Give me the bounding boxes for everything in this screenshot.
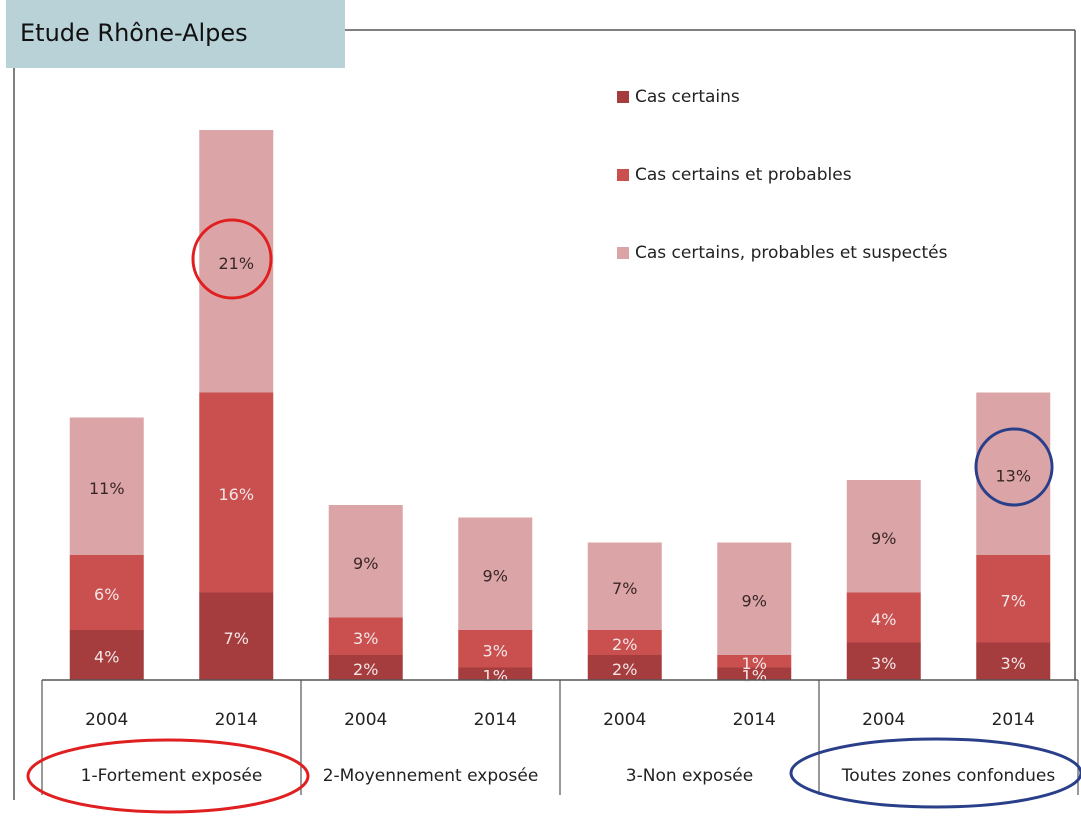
bar-segment xyxy=(69,417,144,555)
legend-swatch xyxy=(617,91,629,103)
group-label: 2-Moyennement exposée xyxy=(323,766,539,786)
data-label: 9% xyxy=(871,529,896,548)
data-label: 4% xyxy=(871,610,896,629)
highlight-circle xyxy=(191,218,273,300)
data-label: 2% xyxy=(353,660,378,679)
data-label: 3% xyxy=(483,641,508,660)
data-label: 9% xyxy=(483,566,508,585)
data-label: 2% xyxy=(612,635,637,654)
x-tick-label: 2014 xyxy=(992,710,1035,730)
category-table: 2004 2014 2004 2014 2004 2014 2004 2014 1-Fortem… xyxy=(41,679,1079,795)
bar-segment xyxy=(976,642,1051,680)
highlight-ellipse xyxy=(26,738,310,814)
bar-segment xyxy=(199,392,274,593)
bar-segment xyxy=(846,480,921,593)
bars: 4%6%11%7%16%21%2%3%9%1%3%9%2%2%7%1%1%9%3… xyxy=(69,130,1051,685)
bar-segment xyxy=(69,630,144,680)
data-label: 3% xyxy=(353,629,378,648)
bar-segment xyxy=(717,655,792,668)
data-label: 2% xyxy=(612,660,637,679)
data-label: 1% xyxy=(742,654,767,673)
legend: Cas certains Cas certains et probables Cas… xyxy=(617,87,948,263)
bar-segment xyxy=(717,542,792,655)
bar-segment xyxy=(458,667,533,680)
bar-segment xyxy=(69,555,144,630)
group-label: 1-Fortement exposée xyxy=(81,766,263,786)
bar-segment xyxy=(976,555,1051,643)
bar-segment xyxy=(846,642,921,680)
legend-label: Cas certains xyxy=(635,87,740,107)
group-label: 3-Non exposée xyxy=(626,766,753,786)
x-tick-label: 2004 xyxy=(862,710,905,730)
bar-segment xyxy=(587,630,662,655)
chart-title: Etude Rhône-Alpes xyxy=(20,19,248,47)
bar-segment xyxy=(587,655,662,680)
legend-label: Cas certains et probables xyxy=(635,165,852,185)
data-label: 13% xyxy=(995,466,1031,485)
data-label: 7% xyxy=(224,629,249,648)
bar-segment xyxy=(458,630,533,668)
x-tick-label: 2004 xyxy=(85,710,128,730)
data-label: 3% xyxy=(1001,654,1026,673)
group-label: Toutes zones confondues xyxy=(841,766,1056,786)
highlight-circle xyxy=(974,427,1054,507)
data-label: 11% xyxy=(89,479,125,498)
data-label: 7% xyxy=(1001,591,1026,610)
data-label: 9% xyxy=(742,591,767,610)
bar-segment xyxy=(458,517,533,630)
data-label: 3% xyxy=(871,654,896,673)
x-tick-label: 2014 xyxy=(733,710,776,730)
x-tick-label: 2004 xyxy=(603,710,646,730)
data-label: 1% xyxy=(483,666,508,685)
bar-segment xyxy=(328,505,403,618)
bar-segment xyxy=(328,617,403,655)
data-label: 9% xyxy=(353,554,378,573)
x-tick-label: 2004 xyxy=(344,710,387,730)
bar-segment xyxy=(199,130,274,393)
bar-segment xyxy=(199,592,274,680)
data-label: 21% xyxy=(218,254,254,273)
legend-label: Cas certains, probables et suspectés xyxy=(635,243,948,263)
data-label: 16% xyxy=(218,485,254,504)
bar-segment xyxy=(328,655,403,680)
data-label: 7% xyxy=(612,579,637,598)
bar-segment xyxy=(587,542,662,630)
legend-swatch xyxy=(617,169,629,181)
data-label: 6% xyxy=(94,585,119,604)
bar-segment xyxy=(717,667,792,680)
title-box xyxy=(6,0,345,68)
data-label: 4% xyxy=(94,648,119,667)
x-tick-label: 2014 xyxy=(215,710,258,730)
x-tick-label: 2014 xyxy=(474,710,517,730)
bar-segment xyxy=(846,592,921,643)
legend-swatch xyxy=(617,247,629,259)
highlight-ellipse xyxy=(789,737,1081,809)
bar-segment xyxy=(976,392,1051,555)
